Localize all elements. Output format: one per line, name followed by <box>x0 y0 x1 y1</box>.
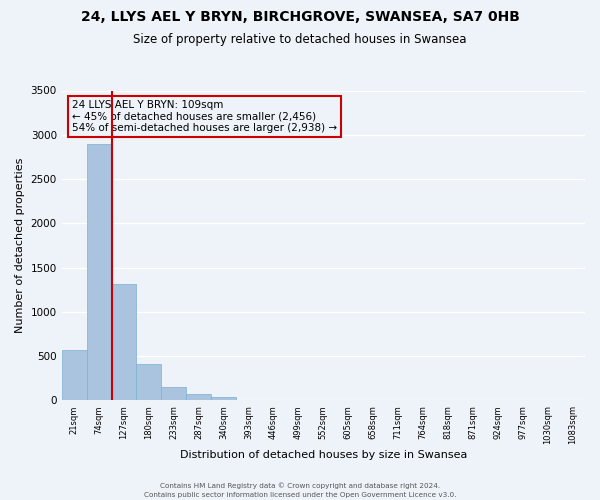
Text: Size of property relative to detached houses in Swansea: Size of property relative to detached ho… <box>133 32 467 46</box>
Text: Contains public sector information licensed under the Open Government Licence v3: Contains public sector information licen… <box>144 492 456 498</box>
Bar <box>112 284 136 401</box>
X-axis label: Distribution of detached houses by size in Swansea: Distribution of detached houses by size … <box>179 450 467 460</box>
Text: 24 LLYS AEL Y BRYN: 109sqm
← 45% of detached houses are smaller (2,456)
54% of s: 24 LLYS AEL Y BRYN: 109sqm ← 45% of deta… <box>72 100 337 133</box>
Y-axis label: Number of detached properties: Number of detached properties <box>15 158 25 333</box>
Bar <box>86 144 112 400</box>
Bar <box>186 394 211 400</box>
Bar <box>62 350 86 401</box>
Bar <box>136 364 161 401</box>
Bar <box>211 397 236 400</box>
Text: 24, LLYS AEL Y BRYN, BIRCHGROVE, SWANSEA, SA7 0HB: 24, LLYS AEL Y BRYN, BIRCHGROVE, SWANSEA… <box>80 10 520 24</box>
Bar <box>161 386 186 400</box>
Text: Contains HM Land Registry data © Crown copyright and database right 2024.: Contains HM Land Registry data © Crown c… <box>160 482 440 489</box>
